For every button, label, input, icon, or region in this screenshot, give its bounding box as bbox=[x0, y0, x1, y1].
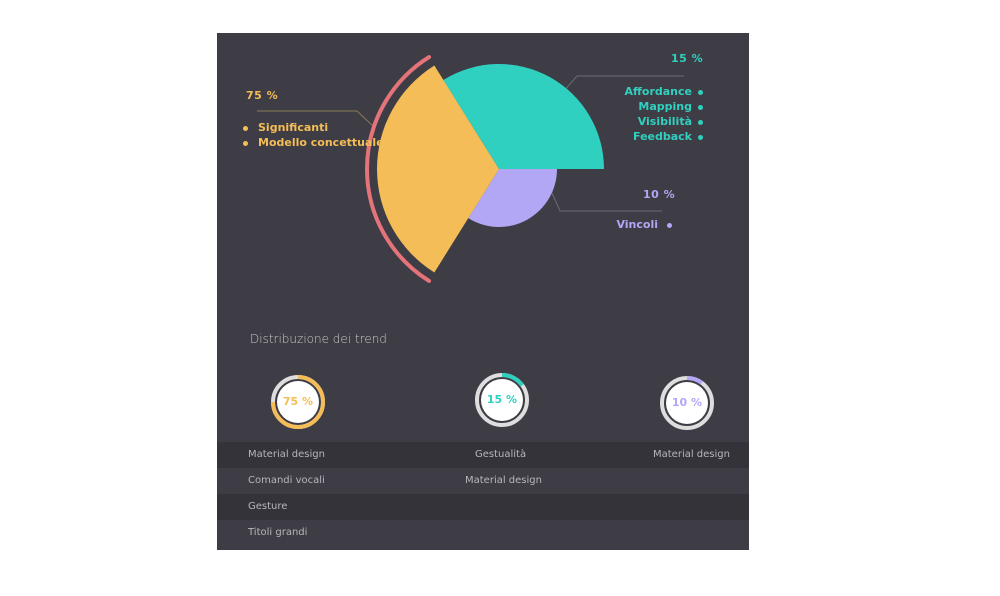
bullet-icon bbox=[667, 222, 672, 228]
slice-teal-legend: Affordance Mapping Visibilità Feedback bbox=[624, 84, 703, 144]
table-cell: Material design bbox=[248, 449, 325, 460]
slice-teal-percent: 15 % bbox=[671, 52, 704, 65]
table-row: Titoli grandi bbox=[217, 520, 749, 546]
table-row: Comandi vocali Material design bbox=[217, 468, 749, 494]
bullet-icon bbox=[698, 119, 703, 125]
dashboard-panel: 75 % Significanti Modello concettuale 15… bbox=[217, 33, 749, 550]
legend-label: Mapping bbox=[638, 100, 692, 113]
legend-label: Vincoli bbox=[616, 218, 658, 231]
leader-line-purple bbox=[551, 192, 662, 212]
ring-gauge-10: 10 % bbox=[656, 372, 718, 434]
legend-item: Affordance bbox=[624, 84, 703, 99]
slice-yellow-legend: Significanti Modello concettuale bbox=[243, 120, 384, 150]
legend-label: Feedback bbox=[633, 130, 692, 143]
table-cell: Material design bbox=[653, 449, 730, 460]
table-row: Gesture bbox=[217, 494, 749, 520]
pie-slice-10 bbox=[468, 169, 557, 228]
table-cell: Comandi vocali bbox=[248, 475, 325, 486]
ring-gauge-label: 15 % bbox=[486, 393, 518, 406]
rose-pie-chart bbox=[257, 55, 684, 283]
ring-gauge-15: 15 % bbox=[471, 369, 533, 431]
legend-label: Significanti bbox=[258, 121, 329, 134]
table-cell: Material design bbox=[465, 475, 542, 486]
table-cell: Titoli grandi bbox=[248, 527, 308, 538]
ring-gauge-graphic bbox=[271, 375, 325, 429]
bullet-icon bbox=[243, 125, 248, 131]
leader-line-teal bbox=[561, 75, 684, 94]
slice-purple-percent: 10 % bbox=[643, 188, 676, 201]
slice-purple-legend: Vincoli bbox=[616, 217, 672, 232]
legend-label: Affordance bbox=[624, 85, 692, 98]
ring-gauge-graphic bbox=[660, 376, 714, 430]
slice-yellow-percent: 75 % bbox=[246, 89, 279, 102]
leader-line-yellow bbox=[257, 110, 376, 129]
table-cell: Gestualità bbox=[475, 449, 527, 460]
legend-label: Modello concettuale bbox=[258, 136, 384, 149]
pie-slice-75 bbox=[377, 65, 499, 273]
bullet-icon bbox=[698, 104, 703, 110]
legend-label: Visibilità bbox=[637, 115, 692, 128]
legend-item: Mapping bbox=[624, 99, 703, 114]
ring-gauge-75: 75 % bbox=[267, 371, 329, 433]
table-row: Material design Gestualità Material desi… bbox=[217, 442, 749, 468]
ring-gauge-label: 75 % bbox=[282, 395, 314, 408]
ring-gauge-graphic bbox=[475, 373, 529, 427]
legend-item: Modello concettuale bbox=[243, 135, 384, 150]
section-title: Distribuzione dei trend bbox=[250, 332, 387, 346]
bullet-icon bbox=[243, 140, 248, 146]
table-cell: Gesture bbox=[248, 501, 288, 512]
legend-item: Vincoli bbox=[616, 217, 672, 232]
bullet-icon bbox=[698, 134, 703, 140]
pie-slice-15 bbox=[443, 63, 604, 169]
legend-item: Visibilità bbox=[624, 114, 703, 129]
ring-gauge-label: 10 % bbox=[671, 396, 703, 409]
bullet-icon bbox=[698, 89, 703, 95]
highlight-arc bbox=[365, 55, 432, 283]
legend-item: Significanti bbox=[243, 120, 384, 135]
legend-item: Feedback bbox=[624, 129, 703, 144]
